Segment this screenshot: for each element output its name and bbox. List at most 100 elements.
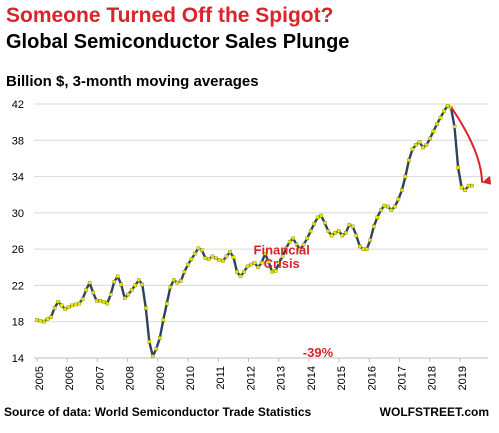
data-point [329, 233, 334, 238]
data-point [382, 203, 387, 208]
data-point [242, 270, 246, 274]
data-point [144, 306, 148, 310]
data-point [231, 255, 236, 260]
x-tick-label: 2015 [336, 366, 348, 390]
data-point [70, 303, 74, 308]
data-point [305, 236, 309, 241]
data-point [38, 319, 43, 323]
data-point [217, 258, 222, 262]
x-tick-label: 2013 [276, 366, 288, 390]
arrow-head [482, 175, 492, 185]
data-point [273, 269, 278, 273]
source-note: Source of data: World Semiconductor Trad… [4, 405, 312, 419]
data-point [301, 242, 306, 247]
data-point [263, 251, 267, 256]
data-point [266, 260, 271, 264]
data-point [424, 143, 429, 147]
data-point [361, 247, 366, 251]
y-tick-label: 30 [12, 208, 24, 220]
data-point [456, 165, 460, 170]
data-point [375, 215, 380, 220]
data-point [179, 279, 183, 283]
data-point [207, 257, 211, 261]
drop-arrow [450, 107, 484, 183]
data-point [322, 221, 327, 225]
x-tick-label: 2019 [457, 366, 469, 390]
data-point [340, 233, 345, 238]
data-point [435, 122, 439, 126]
data-point [354, 233, 359, 238]
x-tick-label: 2009 [155, 366, 167, 390]
data-point [87, 280, 92, 285]
data-point [449, 105, 453, 110]
data-point [214, 256, 218, 260]
data-point [386, 204, 390, 209]
x-tick-label: 2012 [245, 366, 257, 390]
data-point [196, 246, 201, 250]
data-point [410, 147, 415, 152]
units-label: Billion $, 3-month moving averages [6, 73, 259, 90]
data-point [291, 236, 295, 241]
data-point [249, 262, 253, 267]
data-point [105, 301, 109, 306]
data-point [245, 264, 250, 269]
data-point [161, 318, 166, 322]
data-point [147, 339, 152, 344]
data-point [175, 280, 180, 285]
data-point [80, 297, 85, 301]
data-point [35, 318, 39, 322]
data-point [112, 280, 116, 284]
y-tick-label: 42 [12, 99, 24, 111]
annotation-label: Financial [254, 243, 310, 258]
data-point [403, 174, 408, 179]
data-point [358, 244, 362, 249]
data-point [122, 296, 127, 300]
annotation-label: Crisis [264, 256, 300, 271]
brand-label: WOLFSTREET.com [379, 405, 489, 419]
x-tick-label: 2011 [215, 366, 227, 390]
x-tick-label: 2007 [94, 366, 106, 390]
x-tick-label: 2014 [306, 366, 318, 390]
data-point [312, 221, 316, 226]
data-point [252, 260, 257, 265]
data-point [133, 283, 137, 288]
data-point [270, 270, 274, 274]
data-point [431, 129, 436, 133]
data-point [459, 185, 464, 190]
data-point [137, 278, 141, 282]
data-point [463, 188, 467, 192]
x-tick-label: 2016 [366, 366, 378, 390]
data-point [172, 278, 176, 282]
x-tick-label: 2010 [185, 366, 197, 390]
x-tick-label: 2017 [396, 366, 408, 390]
data-point [393, 204, 397, 209]
data-point [154, 347, 159, 351]
data-point [294, 242, 299, 247]
data-point [91, 290, 95, 295]
data-point [52, 306, 57, 310]
data-point [108, 292, 113, 297]
data-point [417, 140, 422, 144]
data-point [45, 317, 50, 321]
data-point [126, 292, 130, 297]
data-point [200, 248, 204, 252]
data-point [421, 145, 425, 150]
data-point [224, 254, 229, 259]
y-tick-label: 18 [12, 317, 24, 329]
data-point [235, 270, 239, 274]
data-point [315, 215, 320, 220]
series-line [36, 104, 473, 358]
chart-subtitle: Global Semiconductor Sales Plunge [6, 31, 350, 53]
data-point [372, 224, 376, 229]
data-point [287, 240, 292, 244]
gridlines [34, 103, 488, 323]
data-point [400, 188, 404, 192]
data-point [396, 197, 401, 201]
data-point [298, 247, 302, 251]
data-point [368, 238, 373, 242]
data-point [168, 285, 173, 289]
data-point [259, 260, 264, 265]
data-point [151, 354, 155, 358]
data-point [470, 183, 474, 188]
